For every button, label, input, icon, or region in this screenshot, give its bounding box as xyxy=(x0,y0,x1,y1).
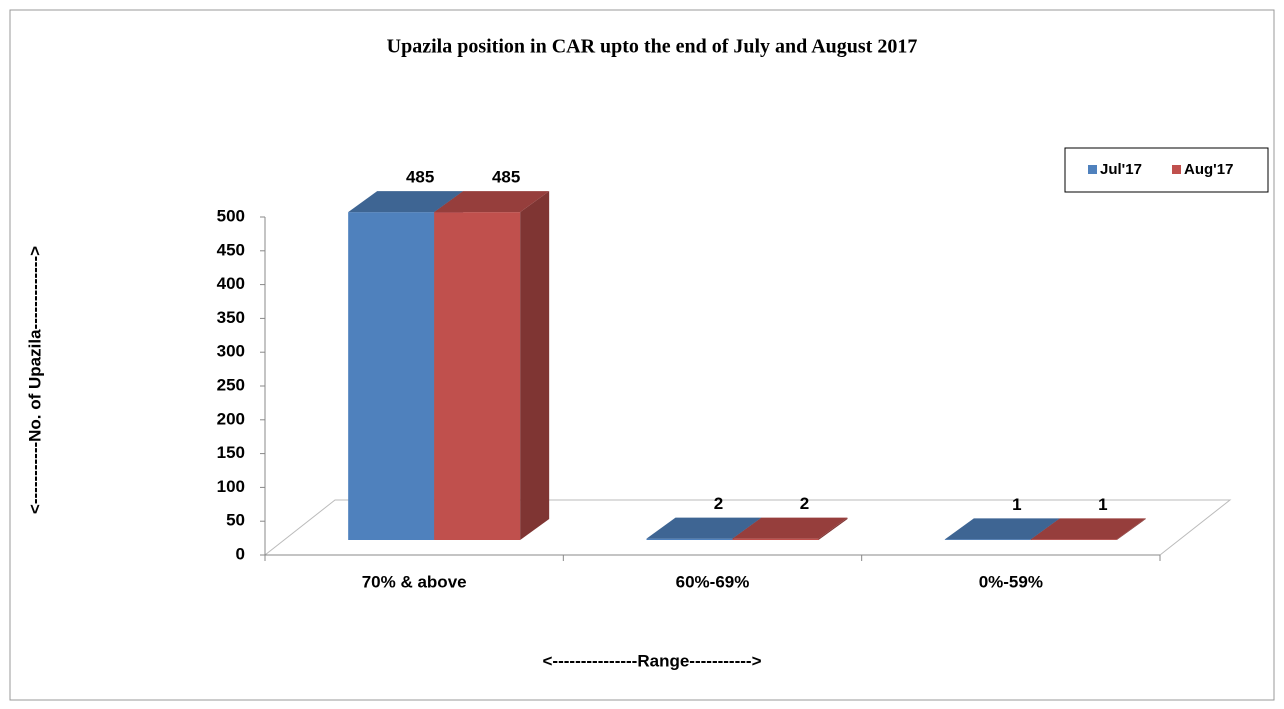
value-label: 485 xyxy=(406,168,434,187)
bar-face xyxy=(732,538,819,540)
bar-face xyxy=(818,517,848,540)
bar-face xyxy=(1030,518,1146,540)
bar-face xyxy=(520,191,550,540)
y-tick-label: 50 xyxy=(226,511,245,530)
bar-face xyxy=(732,517,848,539)
bar-face xyxy=(434,191,550,213)
value-label: 2 xyxy=(714,494,723,513)
bar-face xyxy=(646,517,762,539)
x-tick-label: 60%-69% xyxy=(676,572,750,591)
y-tick-label: 350 xyxy=(217,308,245,327)
chart-border xyxy=(9,9,1275,701)
bar-face xyxy=(348,212,435,540)
y-tick-label: 150 xyxy=(217,443,245,462)
y-axis-label: <-----------No. of Upazila-------------> xyxy=(25,246,44,514)
bar-face xyxy=(434,212,521,540)
y-tick-label: 250 xyxy=(217,375,245,394)
bar-face xyxy=(944,539,1031,540)
legend-swatch xyxy=(1172,165,1181,174)
x-tick-label: 0%-59% xyxy=(979,572,1043,591)
legend-swatch xyxy=(1088,165,1097,174)
bar-face xyxy=(348,191,464,213)
bar-face xyxy=(1030,539,1117,540)
value-label: 1 xyxy=(1012,495,1021,514)
x-axis-label: <---------------Range-----------> xyxy=(543,651,762,670)
bar-face xyxy=(1116,518,1146,540)
value-label: 1 xyxy=(1098,495,1107,514)
bar xyxy=(732,517,848,540)
chart-title: Upazila position in CAR upto the end of … xyxy=(387,36,918,58)
value-label: 485 xyxy=(492,168,520,187)
y-tick-label: 450 xyxy=(217,240,245,259)
x-tick-label: 70% & above xyxy=(362,572,467,591)
bar-face xyxy=(646,538,733,540)
legend xyxy=(1064,147,1269,193)
value-label: 2 xyxy=(800,494,809,513)
bar xyxy=(434,191,550,540)
legend-label: Aug'17 xyxy=(1184,161,1233,178)
legend-label: Jul'17 xyxy=(1100,161,1142,178)
y-tick-label: 200 xyxy=(217,409,245,428)
bar xyxy=(1030,518,1146,540)
bar-face xyxy=(944,518,1060,540)
y-tick-label: 400 xyxy=(217,274,245,293)
y-tick-label: 100 xyxy=(217,477,245,496)
y-tick-label: 300 xyxy=(217,342,245,361)
y-tick-label: 0 xyxy=(236,544,245,563)
y-tick-label: 500 xyxy=(217,206,245,225)
